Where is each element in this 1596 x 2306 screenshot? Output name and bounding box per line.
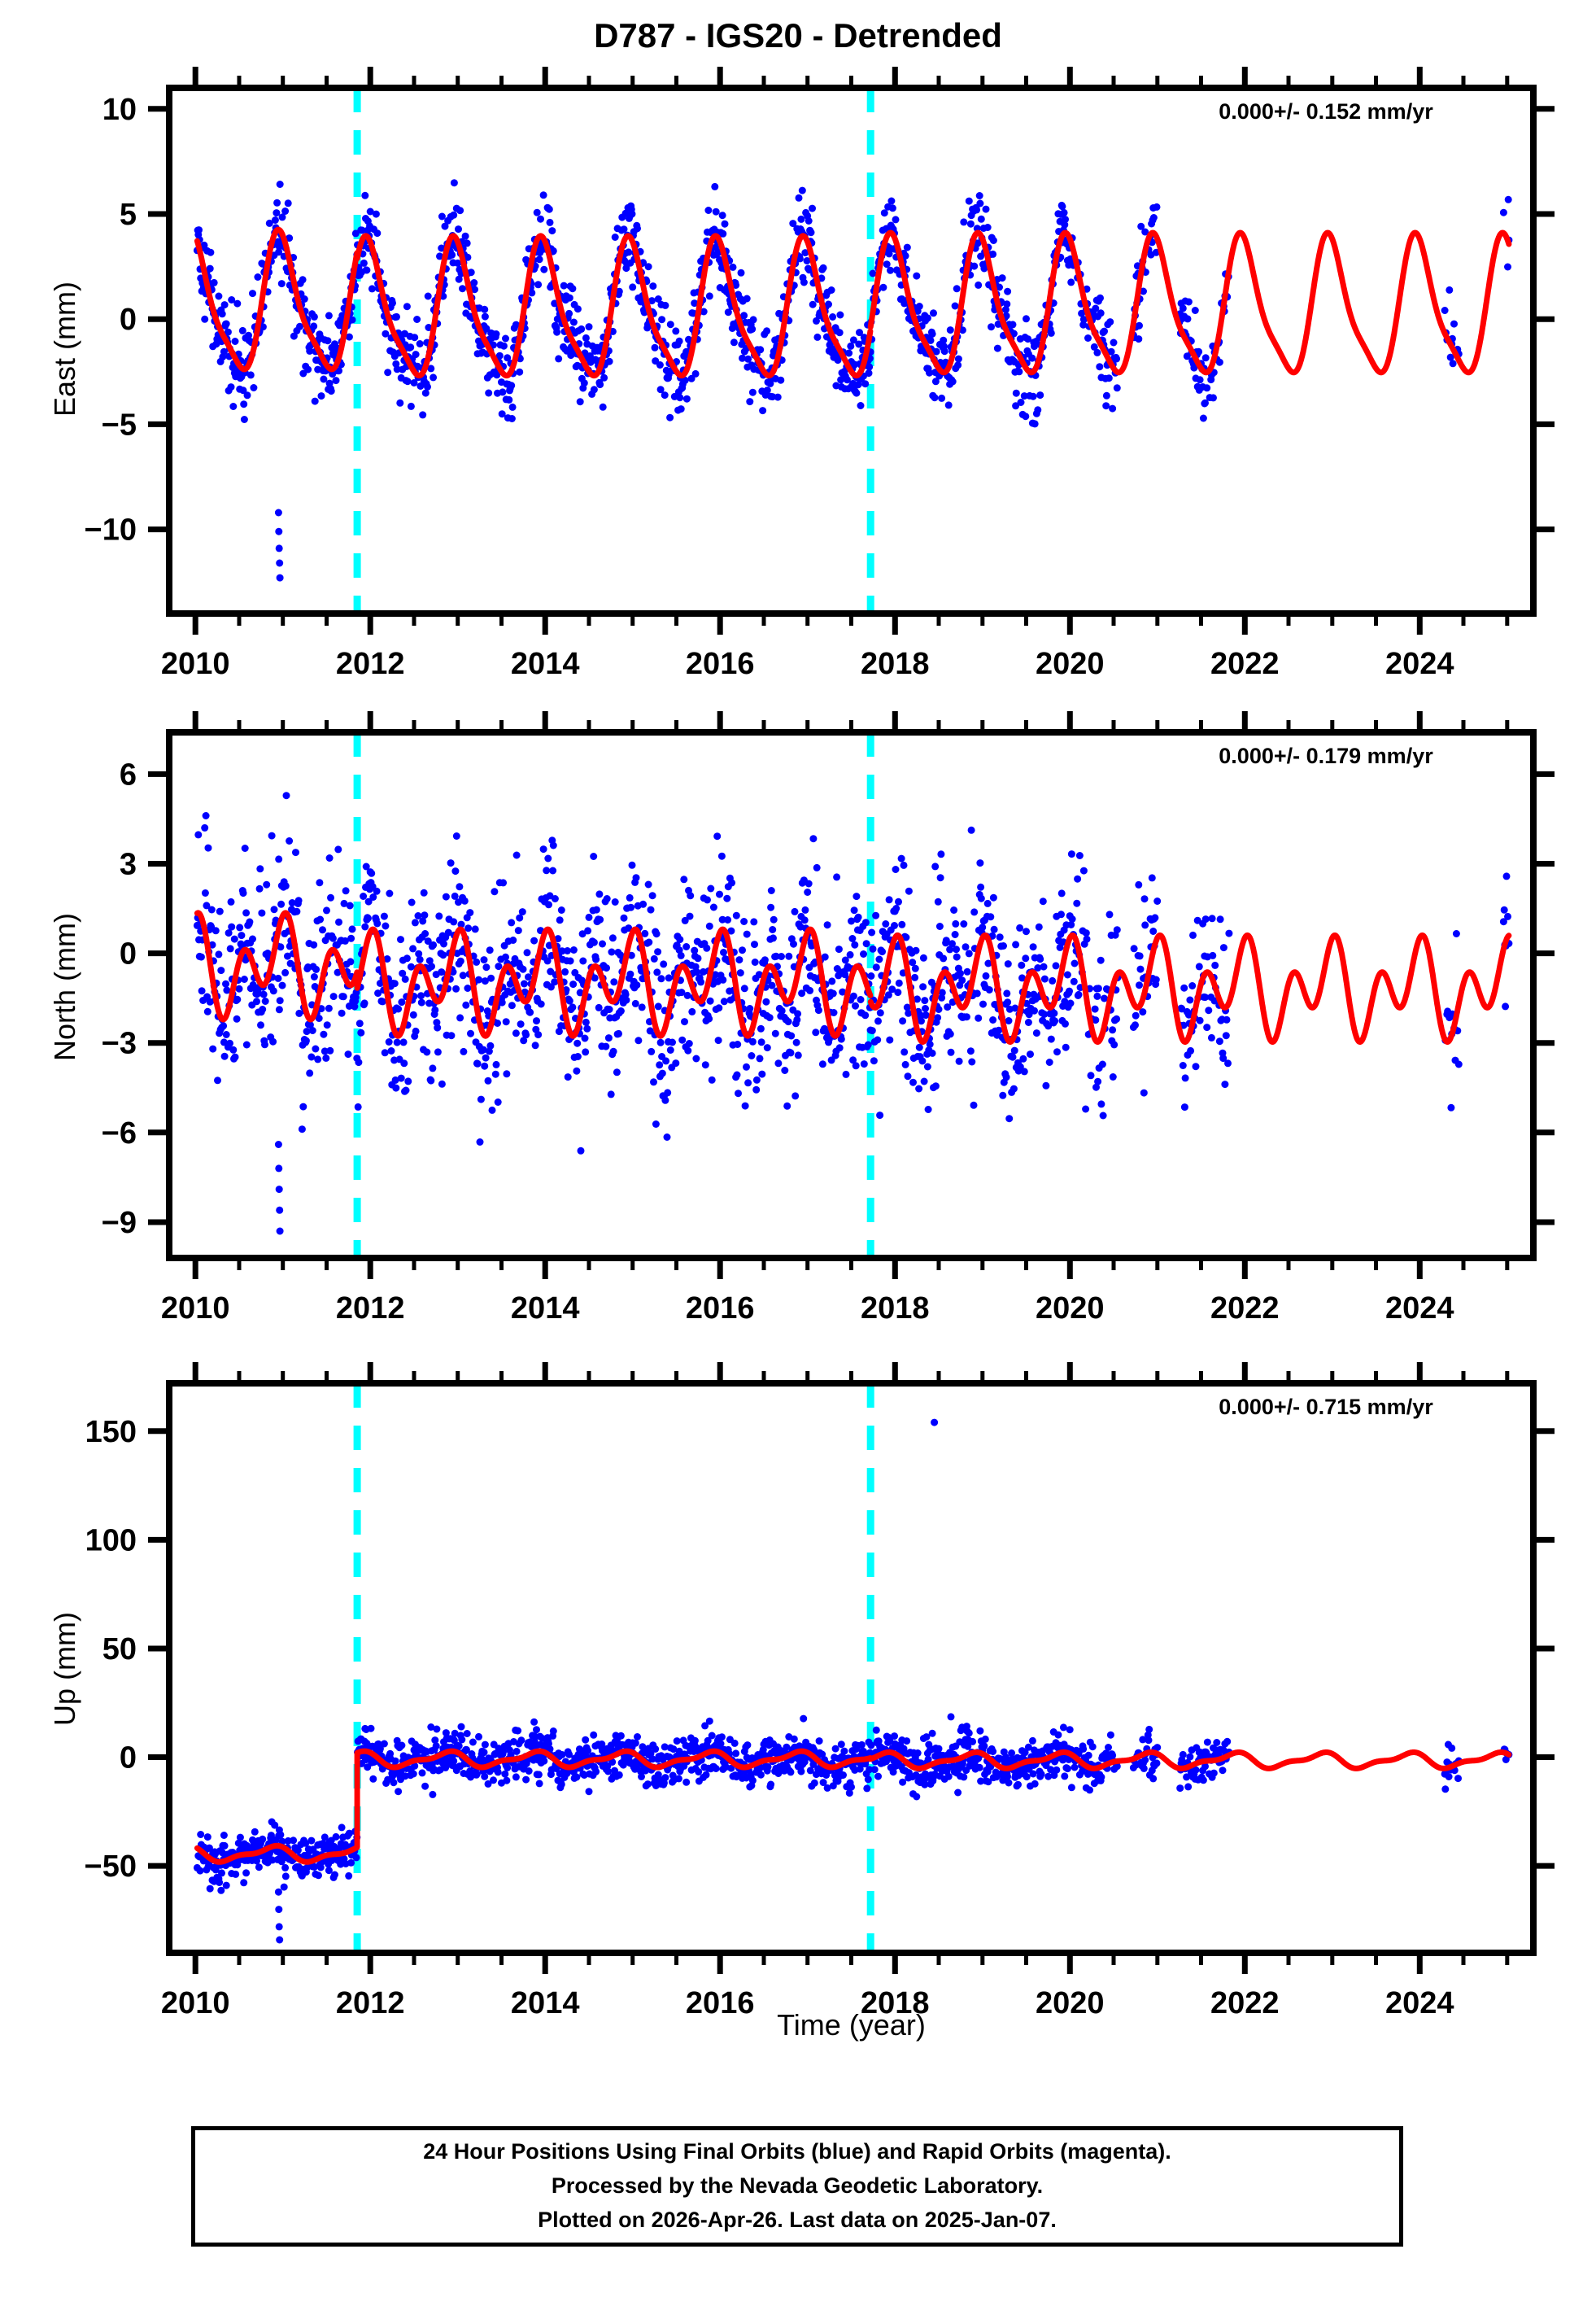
- x-tick-label: 2020: [1036, 647, 1105, 681]
- x-tick-label: 2014: [511, 1291, 580, 1326]
- page-title: D787 - IGS20 - Detrended: [594, 16, 1002, 55]
- x-tick-label: 2014: [511, 647, 580, 681]
- x-tick-label: 2022: [1210, 1986, 1280, 2020]
- model-fit-segment-0: [194, 226, 360, 373]
- x-tick-label: 2016: [686, 647, 755, 681]
- y-tick-label: 3: [120, 848, 137, 882]
- x-axis-label: Time (year): [777, 2008, 926, 2042]
- rate-annotation-north: 0.000+/- 0.179 mm/yr: [1219, 744, 1433, 768]
- x-tick-label: 2018: [861, 1291, 930, 1326]
- x-tick-label: 2018: [861, 647, 930, 681]
- rate-annotation-east: 0.000+/- 0.152 mm/yr: [1219, 99, 1433, 124]
- model-fit-segment-0: [194, 1842, 360, 1865]
- y-tick-label: 100: [85, 1523, 137, 1557]
- y-axis-label-north: North (mm): [48, 913, 81, 1061]
- x-tick-label: 2016: [686, 1291, 755, 1326]
- x-tick-label: 2012: [336, 1291, 405, 1326]
- model-fit-segment-1: [354, 926, 874, 1039]
- footer-caption-box: 24 Hour Positions Using Final Orbits (bl…: [191, 2126, 1403, 2247]
- x-tick-label: 2012: [336, 647, 405, 681]
- rate-annotation-up: 0.000+/- 0.715 mm/yr: [1219, 1395, 1433, 1419]
- y-tick-label: 6: [120, 758, 137, 792]
- model-fit-segment-1: [354, 233, 874, 379]
- footer-line-1: 24 Hour Positions Using Final Orbits (bl…: [423, 2139, 1171, 2164]
- panel-north: 2010 2012 2014 2016 2018 2020 2022 2024 6 3 0 −3 −6 −…: [31, 692, 1590, 1331]
- data-points: [193, 792, 1513, 1235]
- x-tick-label: 2024: [1385, 1986, 1454, 2020]
- panel-up: 2010 2012 2014 2016 2018 2020 2022 2024 150 100 50…: [31, 1343, 1590, 2026]
- y-tick-label: −3: [102, 1027, 137, 1061]
- footer-line-2: Processed by the Nevada Geodetic Laborat…: [551, 2173, 1044, 2199]
- y-tick-label: −9: [102, 1206, 137, 1240]
- x-tick-label: 2020: [1036, 1986, 1105, 2020]
- model-fit-segment-1: [354, 1748, 874, 1771]
- y-tick-label: 5: [120, 198, 137, 232]
- x-tick-label: 2022: [1210, 1291, 1280, 1326]
- y-axis-label-east: East (mm): [48, 282, 81, 417]
- y-tick-label: 0: [120, 937, 137, 972]
- x-tick-label: 2014: [511, 1986, 580, 2020]
- y-tick-label: −5: [102, 408, 137, 442]
- x-tick-label: 2010: [161, 1291, 230, 1326]
- x-tick-label: 2020: [1036, 1291, 1105, 1326]
- y-axis-label-up: Up (mm): [48, 1612, 81, 1726]
- x-tick-label: 2010: [161, 1986, 230, 2020]
- footer-line-3: Plotted on 2026-Apr-26. Last data on 202…: [538, 2207, 1057, 2232]
- x-tick-label: 2018: [861, 1986, 930, 2020]
- model-fit-segment-2: [867, 932, 1512, 1045]
- y-tick-label: 50: [102, 1632, 137, 1666]
- y-tick-label: −6: [102, 1116, 137, 1151]
- y-tick-label: 0: [120, 1741, 137, 1775]
- y-tick-label: 10: [102, 93, 137, 127]
- x-tick-label: 2012: [336, 1986, 405, 2020]
- x-tick-label: 2022: [1210, 647, 1280, 681]
- x-tick-label: 2024: [1385, 1291, 1454, 1326]
- panel-east: 2010 2012 2014 2016 2018 2020 2022 2024 10 5 0 −5 −1…: [31, 47, 1590, 687]
- x-tick-label: 2024: [1385, 647, 1454, 681]
- model-fit-segment-0: [194, 910, 360, 1023]
- y-tick-label: 150: [85, 1415, 137, 1449]
- model-fit-segment-2: [867, 1749, 1512, 1771]
- x-tick-label: 2010: [161, 647, 230, 681]
- model-fit-segment-2: [867, 229, 1512, 376]
- y-tick-label: −10: [85, 513, 137, 548]
- y-tick-label: 0: [120, 303, 137, 337]
- y-tick-label: −50: [85, 1850, 137, 1884]
- x-tick-label: 2016: [686, 1986, 755, 2020]
